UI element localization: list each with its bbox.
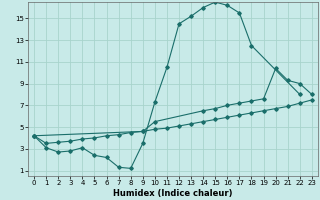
X-axis label: Humidex (Indice chaleur): Humidex (Indice chaleur) — [113, 189, 233, 198]
